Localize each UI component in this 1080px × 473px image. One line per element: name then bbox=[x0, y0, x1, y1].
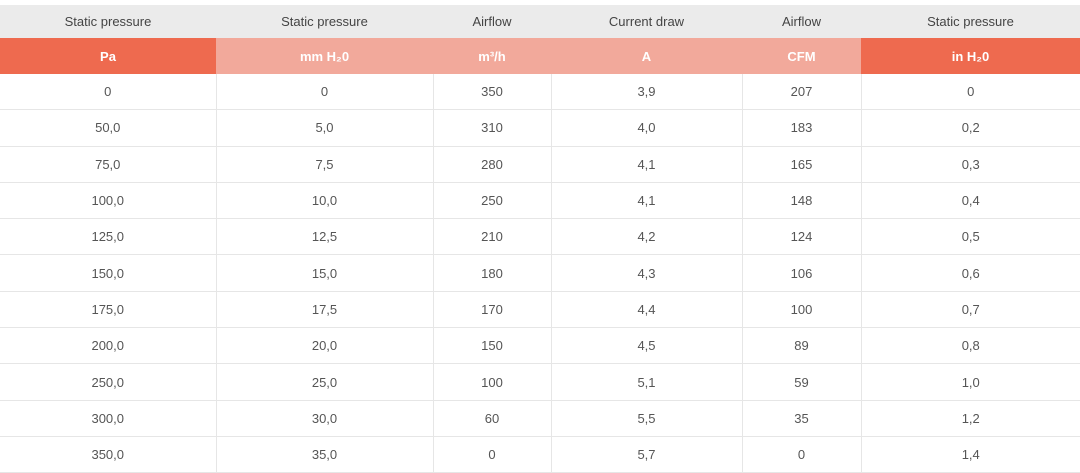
data-table: Static pressure Static pressure Airflow Cur… bbox=[0, 5, 1080, 473]
unit-header: Pa bbox=[0, 38, 216, 74]
table-cell: 210 bbox=[433, 218, 552, 256]
column-header: Static pressure bbox=[216, 5, 433, 38]
unit-header: CFM bbox=[742, 38, 861, 74]
table-cell: 100 bbox=[433, 363, 552, 401]
column-header: Static pressure bbox=[861, 5, 1080, 38]
table-cell: 4,1 bbox=[551, 146, 743, 183]
column-header: Static pressure bbox=[0, 5, 216, 38]
table-cell: 100 bbox=[742, 291, 862, 329]
table-cell: 4,4 bbox=[551, 291, 743, 329]
table-cell: 250,0 bbox=[0, 363, 217, 401]
table-cell: 200,0 bbox=[0, 327, 217, 365]
table-row: 50,0 5,0 310 4,0 183 0,2 bbox=[0, 109, 1080, 147]
table-cell: 125,0 bbox=[0, 218, 217, 256]
table-cell: 12,5 bbox=[216, 218, 434, 256]
table-cell: 7,5 bbox=[216, 146, 434, 183]
table-cell: 30,0 bbox=[216, 400, 434, 437]
table-cell: 0,8 bbox=[861, 327, 1080, 365]
table-cell: 0,7 bbox=[861, 291, 1080, 329]
table-cell: 150,0 bbox=[0, 254, 217, 292]
table-body: 0 0 350 3,9 207 0 50,0 5,0 310 4,0 183 0,2 75,0 7,5 28… bbox=[0, 74, 1080, 473]
column-header: Current draw bbox=[551, 5, 742, 38]
table-cell: 280 bbox=[433, 146, 552, 183]
table-cell: 0,3 bbox=[861, 146, 1080, 183]
table-cell: 17,5 bbox=[216, 291, 434, 329]
table-cell: 180 bbox=[433, 254, 552, 292]
table-cell: 1,0 bbox=[861, 363, 1080, 401]
table-cell: 150 bbox=[433, 327, 552, 365]
table-cell: 5,0 bbox=[216, 109, 434, 147]
table-cell: 5,1 bbox=[551, 363, 743, 401]
units-row: Pa mm H₂0 m³/h A CFM in H₂0 bbox=[0, 38, 1080, 74]
table-cell: 4,3 bbox=[551, 254, 743, 292]
table-cell: 89 bbox=[742, 327, 862, 365]
table-cell: 183 bbox=[742, 109, 862, 147]
table-row: 250,0 25,0 100 5,1 59 1,0 bbox=[0, 363, 1080, 401]
table-cell: 5,7 bbox=[551, 436, 743, 473]
table-cell: 0,2 bbox=[861, 109, 1080, 147]
unit-header: A bbox=[551, 38, 742, 74]
table-row: 350,0 35,0 0 5,7 0 1,4 bbox=[0, 436, 1080, 473]
table-cell: 106 bbox=[742, 254, 862, 292]
table-cell: 148 bbox=[742, 182, 862, 220]
table-cell: 300,0 bbox=[0, 400, 217, 437]
table-row: 75,0 7,5 280 4,1 165 0,3 bbox=[0, 146, 1080, 183]
table-cell: 35 bbox=[742, 400, 862, 437]
table-row: 200,0 20,0 150 4,5 89 0,8 bbox=[0, 327, 1080, 365]
table-cell: 4,5 bbox=[551, 327, 743, 365]
table-row: 175,0 17,5 170 4,4 100 0,7 bbox=[0, 291, 1080, 329]
table-cell: 20,0 bbox=[216, 327, 434, 365]
table-cell: 0,5 bbox=[861, 218, 1080, 256]
table-cell: 5,5 bbox=[551, 400, 743, 437]
table-cell: 25,0 bbox=[216, 363, 434, 401]
table-cell: 4,1 bbox=[551, 182, 743, 220]
unit-header: m³/h bbox=[433, 38, 551, 74]
table-cell: 1,2 bbox=[861, 400, 1080, 437]
table-cell: 124 bbox=[742, 218, 862, 256]
table-row: 100,0 10,0 250 4,1 148 0,4 bbox=[0, 182, 1080, 220]
unit-header: in H₂0 bbox=[861, 38, 1080, 74]
table-cell: 207 bbox=[742, 74, 862, 111]
unit-header: mm H₂0 bbox=[216, 38, 433, 74]
table-cell: 1,4 bbox=[861, 436, 1080, 473]
table-cell: 165 bbox=[742, 146, 862, 183]
table-cell: 4,2 bbox=[551, 218, 743, 256]
table-cell: 4,0 bbox=[551, 109, 743, 147]
table-cell: 170 bbox=[433, 291, 552, 329]
column-header: Airflow bbox=[742, 5, 861, 38]
table-row: 150,0 15,0 180 4,3 106 0,6 bbox=[0, 254, 1080, 292]
table-cell: 0 bbox=[0, 74, 217, 111]
header-row: Static pressure Static pressure Airflow Cur… bbox=[0, 5, 1080, 38]
table-cell: 59 bbox=[742, 363, 862, 401]
table-cell: 0 bbox=[433, 436, 552, 473]
table-cell: 310 bbox=[433, 109, 552, 147]
table-row: 300,0 30,0 60 5,5 35 1,2 bbox=[0, 400, 1080, 437]
table-cell: 15,0 bbox=[216, 254, 434, 292]
table-row: 125,0 12,5 210 4,2 124 0,5 bbox=[0, 218, 1080, 256]
table-cell: 75,0 bbox=[0, 146, 217, 183]
table-cell: 350,0 bbox=[0, 436, 217, 473]
table-cell: 0,4 bbox=[861, 182, 1080, 220]
table-cell: 350 bbox=[433, 74, 552, 111]
table-cell: 175,0 bbox=[0, 291, 217, 329]
table-cell: 0 bbox=[216, 74, 434, 111]
table-cell: 250 bbox=[433, 182, 552, 220]
table-cell: 0 bbox=[861, 74, 1080, 111]
table-cell: 60 bbox=[433, 400, 552, 437]
table-cell: 0,6 bbox=[861, 254, 1080, 292]
table-cell: 100,0 bbox=[0, 182, 217, 220]
table-row: 0 0 350 3,9 207 0 bbox=[0, 74, 1080, 111]
table-cell: 3,9 bbox=[551, 74, 743, 111]
table-cell: 35,0 bbox=[216, 436, 434, 473]
table-cell: 50,0 bbox=[0, 109, 217, 147]
table-cell: 0 bbox=[742, 436, 862, 473]
table-cell: 10,0 bbox=[216, 182, 434, 220]
column-header: Airflow bbox=[433, 5, 551, 38]
